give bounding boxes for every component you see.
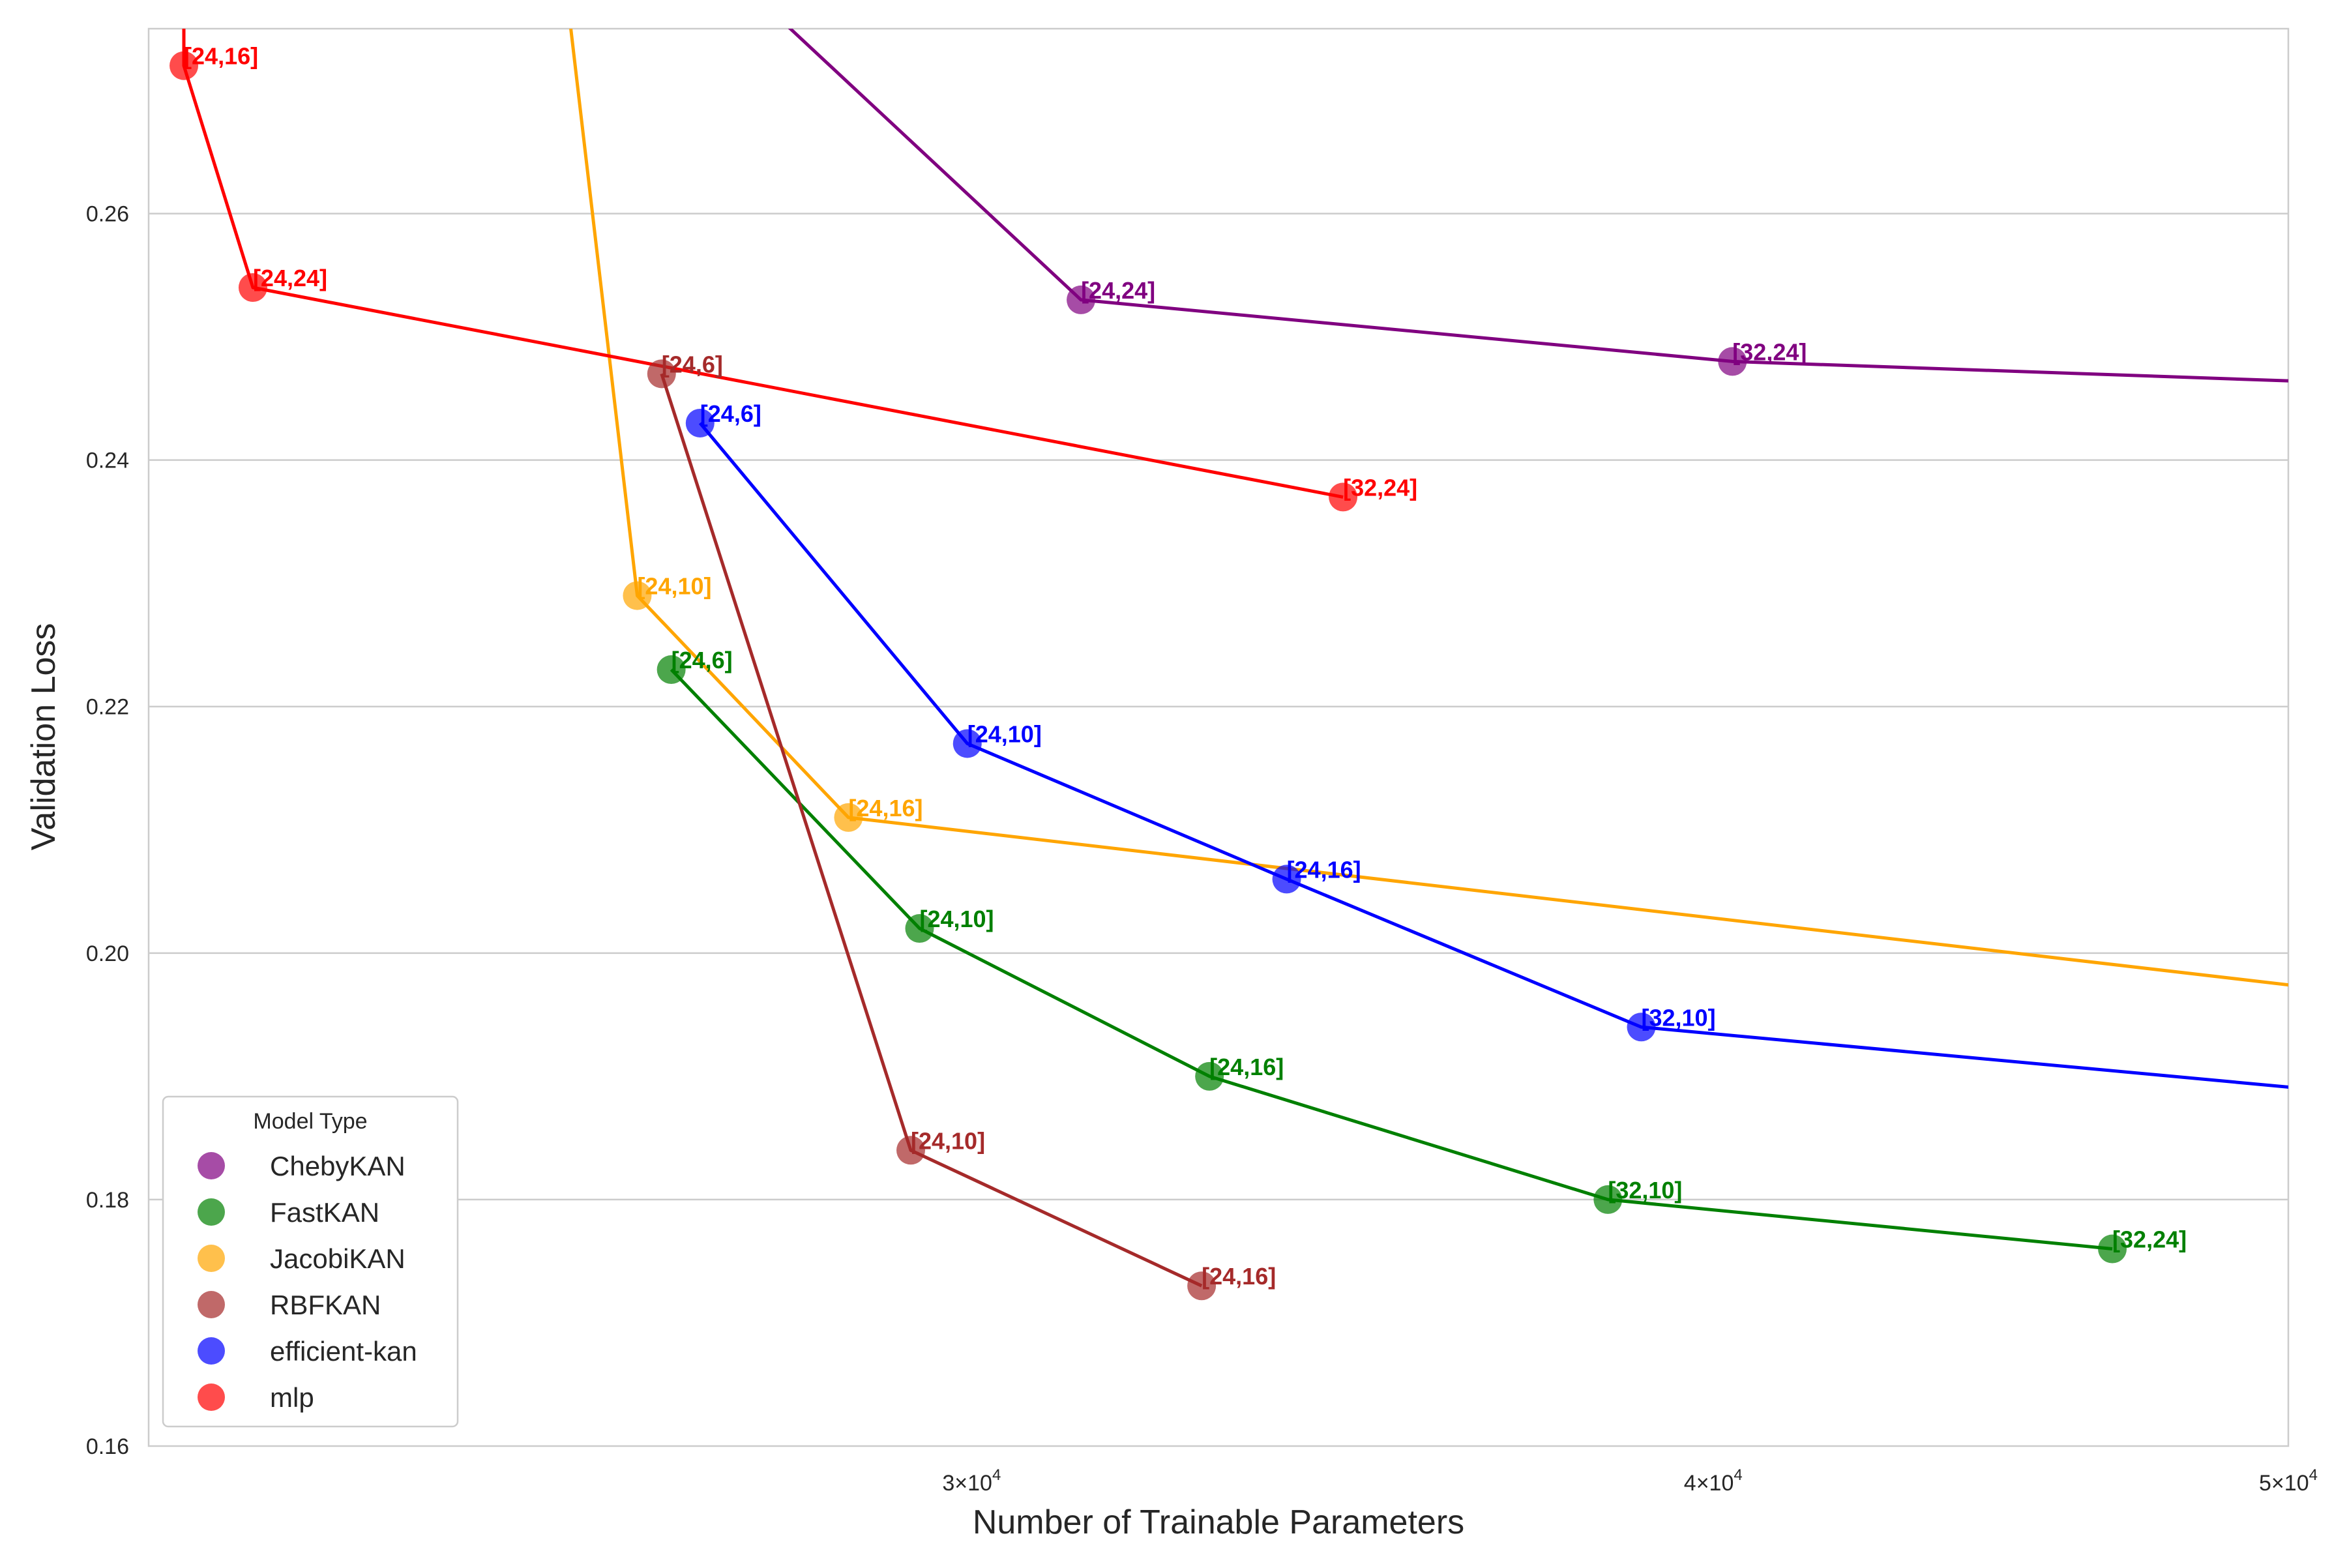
legend-label: mlp — [270, 1382, 314, 1413]
data-point — [1187, 1271, 1217, 1301]
data-point — [170, 51, 199, 80]
point-labels: [24,24] [32,24] [24,6] [24,10] [24,16] [32,10… — [184, 43, 2187, 1290]
y-tick-label: 0.16 — [86, 1434, 129, 1459]
x-axis-label: Number of Trainable Parameters — [973, 1503, 1464, 1541]
y-tick-label: 0.18 — [86, 1188, 129, 1213]
data-point — [1195, 1061, 1224, 1091]
data-label: [32,24] — [2112, 1226, 2187, 1253]
series-points — [170, 51, 2127, 1301]
data-label: [24,10] — [911, 1127, 985, 1154]
legend-marker — [198, 1198, 225, 1226]
legend-label: FastKAN — [270, 1197, 379, 1228]
data-point — [1272, 865, 1301, 894]
x-tick-label: 5×104 — [2259, 1466, 2318, 1496]
data-point — [1593, 1185, 1623, 1214]
data-point — [905, 914, 934, 943]
y-ticks: 0.16 0.18 0.20 0.22 0.24 0.26 — [86, 202, 129, 1459]
legend-box — [162, 1095, 459, 1428]
x-ticks: 3×104 4×104 5×104 — [942, 1466, 2318, 1496]
legend-marker — [198, 1383, 225, 1411]
data-label: [24,16] — [848, 795, 923, 821]
data-label: [32,24] — [1343, 474, 1417, 501]
data-point — [647, 359, 676, 389]
data-point — [834, 803, 863, 832]
legend-items: ChebyKAN FastKAN JacobiKAN RBFKAN efficient-… — [198, 1151, 417, 1413]
series-line-jacobikan — [569, 29, 2288, 987]
legend-marker — [198, 1291, 225, 1318]
legend-label: RBFKAN — [270, 1290, 381, 1320]
grid-layer — [149, 213, 2288, 1201]
data-point — [685, 408, 715, 437]
legend-label: JacobiKAN — [270, 1243, 406, 1274]
data-label: [24,16] — [1209, 1054, 1284, 1080]
y-tick-label: 0.20 — [86, 941, 129, 966]
legend-label: ChebyKAN — [270, 1151, 406, 1181]
data-label: [24,24] — [1081, 277, 1155, 304]
x-tick-label: 4×104 — [1684, 1466, 1743, 1496]
data-point — [1329, 482, 1358, 512]
data-label: [24,16] — [184, 43, 258, 70]
data-point — [952, 729, 982, 758]
data-label: [24,10] — [637, 573, 711, 600]
y-tick-label: 0.26 — [86, 202, 129, 227]
y-tick-label: 0.22 — [86, 695, 129, 720]
series-line-chebykan — [788, 29, 2288, 383]
plot-frame — [147, 27, 2290, 1447]
data-point — [1718, 347, 1747, 376]
series-line-mlp — [182, 29, 1344, 499]
data-label: [24,6] — [700, 400, 761, 427]
data-label: [24,10] — [967, 720, 1042, 747]
data-label: [24,6] — [672, 647, 733, 673]
data-point — [657, 655, 686, 685]
x-tick-label: 3×104 — [942, 1466, 1001, 1496]
legend: Model Type ChebyKAN FastKAN JacobiKAN RBFKA… — [162, 1095, 459, 1428]
data-label: [32,24] — [1732, 338, 1807, 365]
data-point — [896, 1136, 926, 1165]
data-point — [1067, 285, 1096, 314]
legend-label: efficient-kan — [270, 1336, 417, 1367]
legend-marker — [198, 1152, 225, 1179]
data-label: [32,10] — [1608, 1177, 1682, 1204]
data-label: [24,24] — [253, 265, 327, 291]
y-tick-label: 0.24 — [86, 449, 129, 473]
data-label: [24,10] — [919, 906, 994, 932]
data-point — [1627, 1013, 1656, 1042]
data-point — [623, 581, 652, 610]
data-label: [24,6] — [662, 351, 723, 377]
data-label: [24,16] — [1287, 856, 1361, 883]
data-label: [24,16] — [1202, 1263, 1276, 1290]
data-label: [32,10] — [1642, 1004, 1716, 1031]
legend-marker — [198, 1245, 225, 1272]
y-axis-label: Validation Loss — [25, 623, 63, 851]
legend-title: Model Type — [253, 1109, 367, 1134]
data-point — [238, 273, 267, 302]
legend-marker — [198, 1337, 225, 1365]
data-point — [2098, 1234, 2127, 1264]
